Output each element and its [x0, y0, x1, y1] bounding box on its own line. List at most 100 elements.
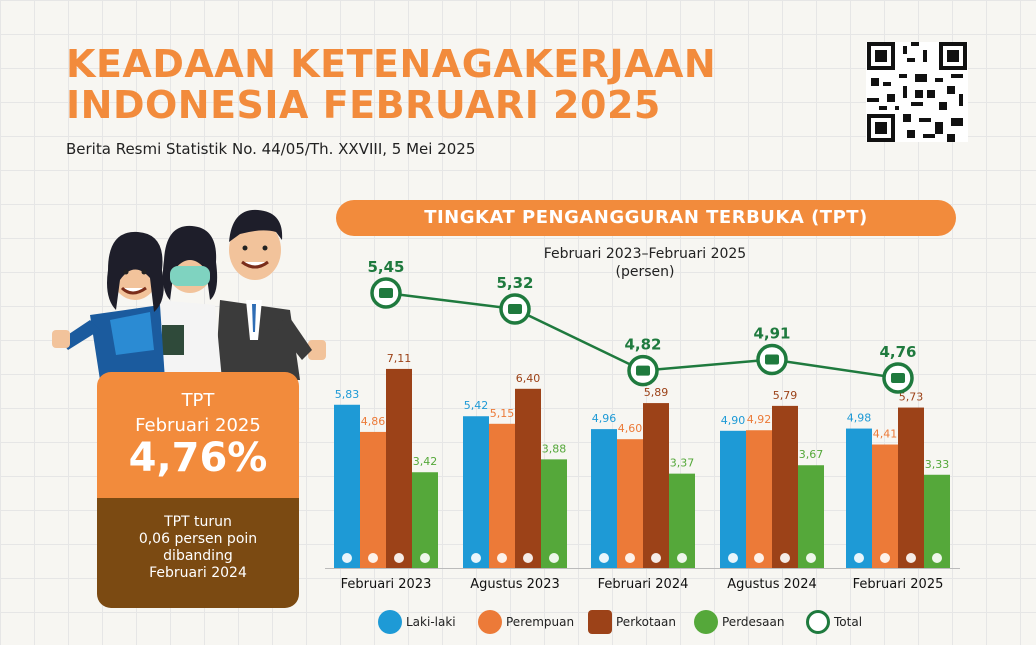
bar: [772, 405, 798, 568]
man-icon: [342, 553, 352, 563]
chart-title: TINGKAT PENGANGGURAN TERBUKA (TPT): [336, 200, 956, 236]
woman-icon: [625, 553, 635, 563]
title-line-1: KEADAAN KETENAGAKERJAAN: [66, 42, 717, 86]
legend-label-perkotaan: Perkotaan: [616, 615, 677, 629]
category-label: Februari 2024: [598, 577, 689, 592]
data-label: 5,83: [335, 388, 360, 401]
tpt-summary-card: TPT Februari 2025 4,76% TPT turun 0,06 p…: [97, 372, 299, 608]
bar: [669, 473, 695, 568]
house-icon: [694, 610, 718, 634]
briefcase-icon: [379, 288, 393, 298]
total-label: 5,32: [496, 274, 533, 292]
bar: [720, 430, 746, 568]
house-icon: [677, 553, 687, 563]
data-label: 5,73: [899, 391, 924, 404]
building-icon: [588, 610, 612, 634]
data-label: 5,42: [464, 399, 489, 412]
bar: [412, 472, 438, 568]
legend-item-total: Total: [806, 610, 862, 634]
data-label: 4,92: [747, 413, 772, 426]
briefcase-icon: [891, 373, 905, 383]
tpt-value: 4,76%: [128, 435, 268, 481]
woman-icon: [478, 610, 502, 634]
house-icon: [549, 553, 559, 563]
building-icon: [394, 553, 404, 563]
data-label: 3,67: [799, 448, 824, 461]
house-icon: [932, 553, 942, 563]
woman-icon: [497, 553, 507, 563]
bar: [872, 444, 898, 568]
tpt-label: TPT: [181, 390, 215, 411]
data-label: 5,15: [490, 407, 515, 420]
data-label: 3,33: [925, 458, 950, 471]
legend-item-perkotaan: Perkotaan: [588, 610, 676, 634]
man-icon: [599, 553, 609, 563]
building-icon: [780, 553, 790, 563]
data-label: 7,11: [387, 352, 412, 365]
building-icon: [651, 553, 661, 563]
category-label: Februari 2023: [341, 577, 432, 592]
legend-label-perdesaan: Perdesaan: [722, 615, 785, 629]
woman-icon: [754, 553, 764, 563]
briefcase-icon: [806, 610, 830, 634]
total-label: 4,82: [624, 336, 661, 354]
briefcase-icon: [508, 304, 522, 315]
building-icon: [906, 553, 916, 563]
tpt-note-line-3: dibanding: [163, 548, 233, 564]
page-title: KEADAAN KETENAGAKERJAAN INDONESIA FEBRUA…: [66, 44, 716, 126]
bar: [643, 403, 669, 568]
legend-label-total: Total: [834, 615, 863, 629]
tpt-summary-top: TPT Februari 2025 4,76%: [97, 372, 299, 498]
briefcase-icon: [636, 365, 650, 376]
legend-label-perempuan: Perempuan: [506, 615, 575, 629]
tpt-note-line-2: 0,06 persen poin: [138, 531, 258, 547]
workers-illustration: [52, 209, 326, 380]
bar: [463, 416, 489, 568]
woman-icon: [368, 553, 378, 563]
data-label: 3,42: [413, 455, 438, 468]
house-icon: [806, 553, 816, 563]
tpt-summary-note: TPT turun 0,06 persen poin dibanding Feb…: [97, 498, 299, 608]
briefcase-icon: [765, 354, 779, 365]
bar: [334, 404, 360, 568]
chart-subtitle-line-1: Februari 2023–Februari 2025: [543, 246, 747, 262]
bar: [591, 429, 617, 568]
category-label: Februari 2025: [853, 577, 944, 592]
bar: [541, 459, 567, 568]
bar: [924, 474, 950, 568]
bar: [846, 428, 872, 568]
bar: [746, 430, 772, 568]
bar: [489, 423, 515, 568]
category-label: Agustus 2024: [727, 577, 816, 592]
bar: [617, 439, 643, 568]
data-label: 3,37: [670, 457, 695, 470]
tpt-period: Februari 2025: [135, 415, 261, 436]
data-label: 6,40: [516, 372, 541, 385]
building-icon: [523, 553, 533, 563]
data-label: 4,90: [721, 414, 746, 427]
man-icon: [471, 553, 481, 563]
qr-code-icon: [866, 42, 968, 142]
legend-item-perempuan: Perempuan: [478, 610, 574, 634]
category-label: Agustus 2023: [470, 577, 559, 592]
man-icon: [728, 553, 738, 563]
data-label: 4,98: [847, 412, 872, 425]
total-label: 5,45: [367, 258, 404, 276]
title-line-2: INDONESIA FEBRUARI 2025: [66, 83, 661, 127]
tpt-note-line-1: TPT turun: [164, 514, 232, 530]
legend-label-laki-laki: Laki-laki: [406, 615, 456, 629]
total-label: 4,76: [879, 343, 916, 361]
house-icon: [420, 553, 430, 563]
chart-subtitle: Februari 2023–Februari 2025 (persen): [480, 245, 810, 281]
man-icon: [854, 553, 864, 563]
chart-subtitle-line-2: (persen): [615, 264, 675, 280]
bar: [360, 431, 386, 568]
data-label: 4,60: [618, 422, 643, 435]
woman-icon: [880, 553, 890, 563]
legend-item-laki-laki: Laki-laki: [378, 610, 456, 634]
bar: [898, 407, 924, 568]
man-icon: [378, 610, 402, 634]
data-label: 3,88: [542, 442, 567, 455]
data-label: 4,96: [592, 412, 617, 425]
